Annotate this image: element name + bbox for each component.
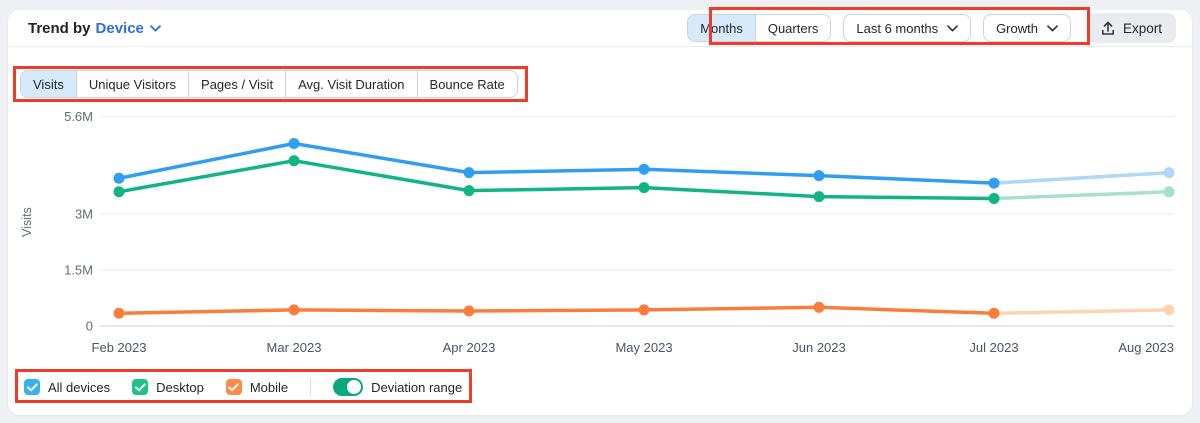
data-point-mobile[interactable] (813, 301, 825, 313)
metric-tabs: Visits Unique Visitors Pages / Visit Avg. V… (20, 70, 518, 98)
data-point-mobile[interactable] (288, 304, 300, 316)
legend-divider (310, 378, 312, 396)
legend-label: All devices (48, 379, 111, 395)
chevron-down-icon (1047, 24, 1058, 31)
data-point-mobile[interactable] (638, 304, 650, 316)
legend-item-desktop[interactable]: Desktop (132, 379, 204, 395)
chevron-down-icon (947, 24, 958, 31)
metric-tab-unique-visitors[interactable]: Unique Visitors (75, 71, 189, 97)
x-tick-label: Jul 2023 (969, 340, 1018, 355)
data-point-desktop[interactable] (638, 182, 650, 194)
series-line-all-devices (117, 141, 996, 185)
data-point-mobile[interactable] (988, 307, 1000, 319)
legend-label: Desktop (156, 379, 204, 395)
series-line-mobile (117, 305, 996, 316)
date-range-label: Last 6 months (856, 20, 939, 36)
x-tick-label: Mar 2023 (267, 340, 322, 355)
legend-label: Mobile (249, 379, 289, 395)
y-tick-label: 0 (86, 319, 93, 334)
device-dropdown[interactable]: Device (96, 20, 161, 37)
data-point-all-devices[interactable] (288, 137, 300, 149)
period-tab-quarters[interactable]: Quarters (754, 15, 831, 41)
series-line-faded-mobile (992, 308, 1171, 316)
y-tick-label: 1.5M (64, 262, 93, 277)
checkbox-checked-icon[interactable] (24, 379, 40, 395)
metric-tab-bounce-rate[interactable]: Bounce Rate (416, 71, 517, 97)
y-tick-label: 3M (75, 206, 93, 221)
header-controls: Months Quarters Last 6 months Growth Expo (687, 13, 1176, 43)
date-range-dropdown[interactable]: Last 6 months (843, 14, 972, 42)
series-line-faded-desktop (992, 189, 1171, 201)
x-tick-label: May 2023 (615, 340, 672, 355)
deviation-range-label: Deviation range (371, 379, 463, 395)
data-point-desktop[interactable] (463, 185, 475, 197)
x-tick-label: Aug 2023 (1118, 340, 1174, 355)
y-tick-label: 5.6M (64, 109, 93, 124)
data-point-all-devices[interactable] (813, 170, 825, 182)
data-point-mobile[interactable] (113, 307, 125, 319)
data-point-all-devices[interactable] (463, 167, 475, 179)
chart-legend: All devices Desktop Mobile Deviation range (24, 378, 462, 396)
data-point-desktop[interactable] (1163, 186, 1175, 198)
growth-dropdown-label: Growth (996, 20, 1038, 36)
export-label: Export (1122, 20, 1162, 36)
legend-item-mobile[interactable]: Mobile (225, 379, 289, 395)
data-point-desktop[interactable] (988, 192, 1000, 204)
trend-by-device-card: Trend by Device Months Quarters Last 6 mo… (8, 10, 1192, 415)
growth-dropdown[interactable]: Growth (983, 14, 1071, 42)
series-line-faded-all-devices (992, 170, 1171, 185)
data-point-desktop[interactable] (288, 155, 300, 167)
title-prefix: Trend by (28, 19, 91, 37)
page-title: Trend by Device (28, 20, 161, 37)
y-axis-title: Visits (20, 207, 34, 237)
device-dropdown-label: Device (95, 19, 144, 37)
x-tick-label: Feb 2023 (92, 340, 147, 355)
data-point-all-devices[interactable] (113, 172, 125, 184)
chevron-down-icon (149, 24, 161, 31)
metric-tab-pages-visit[interactable]: Pages / Visit (188, 71, 286, 97)
metric-tab-visits[interactable]: Visits (21, 71, 76, 97)
toggle-on-icon[interactable] (333, 378, 364, 396)
data-point-all-devices[interactable] (1163, 167, 1175, 179)
series-line-desktop (117, 158, 996, 201)
x-tick-label: Jun 2023 (792, 340, 846, 355)
data-point-desktop[interactable] (813, 191, 825, 203)
data-point-all-devices[interactable] (988, 177, 1000, 189)
checkbox-checked-icon[interactable] (132, 379, 149, 395)
metric-tab-avg-visit-duration[interactable]: Avg. Visit Duration (285, 71, 417, 97)
card-header: Trend by Device Months Quarters Last 6 mo… (8, 10, 1192, 47)
deviation-range-toggle-item[interactable]: Deviation range (333, 378, 462, 396)
data-point-mobile[interactable] (1163, 304, 1175, 316)
data-point-desktop[interactable] (113, 186, 125, 198)
export-upload-icon (1101, 21, 1114, 35)
legend-item-all-devices[interactable]: All devices (24, 379, 110, 395)
checkbox-checked-icon[interactable] (225, 379, 242, 395)
data-point-all-devices[interactable] (638, 163, 650, 175)
export-button[interactable]: Export (1086, 13, 1176, 43)
data-point-mobile[interactable] (463, 305, 475, 317)
x-tick-label: Apr 2023 (443, 340, 496, 355)
